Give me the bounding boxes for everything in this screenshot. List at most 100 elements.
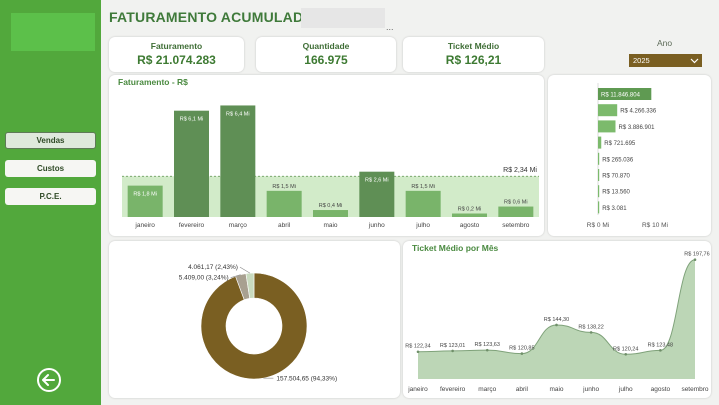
kpi-value: 166.975 — [304, 53, 348, 67]
ticket-area-card: Ticket Médio por Mês R$ 122,34 janeiro R$ … — [403, 241, 711, 398]
hbar-label: R$ 4.266.336 — [620, 109, 657, 115]
x-tick-label: maio — [549, 386, 563, 393]
bar-janeiro — [127, 185, 163, 217]
hbar-label: R$ 11.846.804 — [601, 93, 641, 99]
reference-label: R$ 2,34 Mi — [503, 167, 537, 174]
chevron-down-icon — [690, 58, 699, 63]
ticket-point-label: R$ 120,24 — [613, 346, 638, 352]
year-select-value: 2025 — [633, 56, 650, 65]
more-options-icon[interactable]: ... — [386, 22, 394, 32]
logo-placeholder — [11, 13, 95, 51]
donut-card: 157.504,65 (94,33%) 5.409,00 (3,24%) 4.061… — [109, 241, 400, 398]
revenue-chart-title: Faturamento - R$ — [118, 77, 188, 87]
bar-fevereiro — [174, 110, 209, 217]
ticket-point — [555, 323, 558, 327]
hbar-label: R$ 13.560 — [602, 190, 630, 196]
ticket-point-label: R$ 138,22 — [578, 324, 603, 330]
x-tick-label: fevereiro — [179, 222, 205, 229]
x-tick-label: maio — [323, 222, 337, 229]
hbar-7 — [598, 201, 600, 214]
revenue-bar-card: Faturamento - R$ R$ 2,34 Mi R$ 1,8 Mi jane… — [109, 75, 544, 236]
bar-label: R$ 1,5 Mi — [411, 184, 435, 190]
ticket-point — [693, 258, 697, 262]
donut-label: 4.061,17 (2,43%) — [188, 264, 238, 271]
ticket-point-label: R$ 123,48 — [648, 342, 673, 348]
kpi-label: Ticket Médio — [447, 41, 500, 51]
kpi-value: R$ 21.074.283 — [137, 53, 216, 67]
bar-label: R$ 6,1 Mi — [180, 117, 204, 123]
x-tick-label: R$ 10 Mi — [642, 222, 668, 229]
nav-pce-button[interactable]: P.C.E. — [5, 188, 96, 205]
bar-label: R$ 1,5 Mi — [272, 184, 296, 190]
hbar-3 — [598, 136, 602, 149]
kpi-ticket-medio: Ticket Médio R$ 126,21 — [403, 37, 544, 72]
bar-maio — [313, 210, 348, 217]
x-tick-label: janeiro — [407, 386, 428, 393]
ticket-point-label: R$ 144,30 — [544, 317, 569, 323]
kpi-label: Quantidade — [302, 41, 350, 51]
x-tick-label: março — [478, 386, 496, 393]
x-tick-label: abril — [278, 222, 291, 229]
ticket-area — [418, 259, 695, 379]
year-filter-label: Ano — [657, 38, 673, 48]
ticket-point-label: R$ 197,76 — [684, 252, 709, 258]
hbar-2 — [598, 120, 616, 133]
revenue-bar-chart: R$ 2,34 Mi R$ 1,8 Mi janeiro R$ 6,1 Mi fever… — [122, 105, 539, 229]
ticket-point-label: R$ 122,34 — [405, 344, 430, 350]
x-tick-label: fevereiro — [440, 386, 466, 393]
ticket-point — [416, 350, 420, 354]
back-arrow-glyph — [42, 374, 55, 386]
kpi-faturamento: Faturamento R$ 21.074.283 — [109, 37, 244, 72]
sidebar: Vendas Custos P.C.E. — [0, 0, 101, 405]
ticket-point — [520, 352, 524, 355]
ticket-point-label: R$ 123,63 — [475, 342, 500, 348]
page-title: FATURAMENTO ACUMULADO — [109, 9, 315, 25]
donut-label: 5.409,00 (3,24%) — [179, 275, 229, 282]
kpi-label: Faturamento — [150, 41, 203, 51]
back-arrow-icon[interactable] — [37, 368, 61, 392]
donut-slice-2 — [245, 272, 255, 299]
ticket-point — [659, 349, 662, 352]
nav-custos-button[interactable]: Custos — [5, 160, 96, 177]
x-tick-label: julho — [618, 386, 633, 393]
bar-junho — [359, 171, 395, 217]
x-tick-label: março — [229, 222, 247, 229]
hbar-label: R$ 3.081 — [602, 206, 627, 212]
hbar-1 — [598, 104, 618, 117]
donut-slice-0 — [200, 272, 308, 380]
x-tick-label: setembro — [502, 222, 529, 229]
bar-setembro — [498, 206, 534, 217]
year-select[interactable]: 2025 — [629, 54, 702, 67]
donut-label: 157.504,65 (94,33%) — [276, 376, 337, 383]
hbar-label: R$ 3.886.901 — [618, 125, 655, 131]
ticket-point — [451, 349, 454, 353]
bar-label: R$ 0,2 Mi — [458, 207, 482, 213]
hbar-label: R$ 265.036 — [602, 157, 634, 163]
bar-label: R$ 2,6 Mi — [365, 178, 389, 184]
ticket-point-label: R$ 120,85 — [509, 346, 534, 352]
leader-line — [239, 266, 251, 274]
bar-label: R$ 6,4 Mi — [226, 111, 250, 117]
ticket-area-chart: R$ 122,34 janeiro R$ 123,01 fevereiro R$ 123… — [405, 252, 709, 393]
nav-vendas-button[interactable]: Vendas — [5, 132, 96, 149]
x-tick-label: R$ 0 Mi — [587, 222, 609, 229]
x-tick-label: agosto — [460, 222, 480, 229]
bar-abril — [266, 190, 302, 217]
x-tick-label: julho — [415, 222, 430, 229]
x-tick-label: setembro — [681, 386, 708, 393]
hbar-label: R$ 721.695 — [604, 141, 636, 147]
hbar-6 — [598, 185, 600, 198]
kpi-quantidade: Quantidade 166.975 — [256, 37, 396, 72]
ranking-bar-card: R$ 11.846.804 R$ 4.266.336 R$ 3.886.901 R$ … — [548, 75, 711, 236]
bar-label: R$ 0,6 Mi — [504, 200, 528, 206]
hbar-label: R$ 70.870 — [602, 174, 630, 180]
main-panel: FATURAMENTO ACUMULADO ... Faturamento R$… — [101, 0, 719, 405]
ranking-bar-chart: R$ 11.846.804 R$ 4.266.336 R$ 3.886.901 R$ … — [587, 83, 668, 229]
bar-julho — [405, 190, 441, 217]
ticket-point-label: R$ 123,01 — [440, 343, 465, 349]
x-tick-label: janeiro — [134, 222, 155, 229]
hbar-4 — [598, 152, 600, 165]
leader-line — [230, 274, 241, 278]
x-tick-label: agosto — [651, 386, 671, 393]
